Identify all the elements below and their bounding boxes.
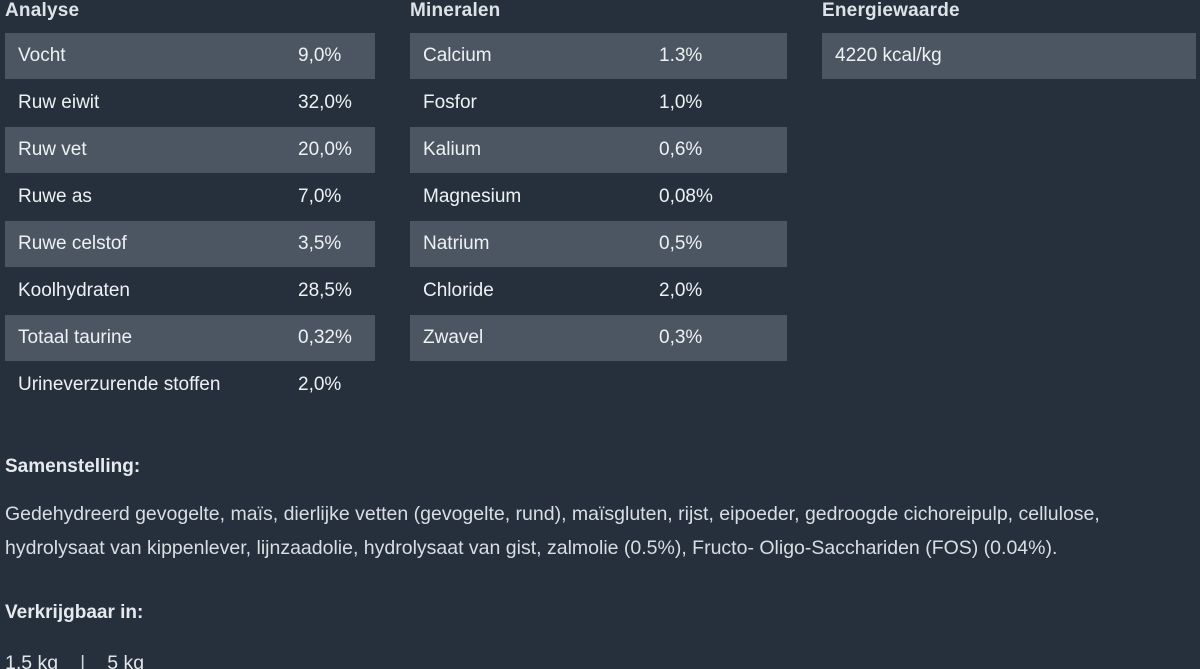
row-value-energy: 4220 kcal/kg bbox=[835, 45, 942, 66]
row-label: Ruw vet bbox=[18, 139, 87, 160]
row-value: 3,5% bbox=[298, 233, 342, 254]
mineralen-column: Mineralen Calcium 1.3% Fosfor 1,0% Kaliu… bbox=[410, 0, 787, 362]
table-row: Natrium 0,5% bbox=[410, 221, 787, 267]
table-row: 4220 kcal/kg bbox=[822, 33, 1196, 79]
row-value: 2,0% bbox=[659, 280, 703, 301]
size-option: 5 kg bbox=[107, 652, 145, 669]
row-label: Vocht bbox=[18, 45, 66, 66]
row-label: Koolhydraten bbox=[18, 280, 130, 301]
mineralen-title: Mineralen bbox=[410, 0, 501, 21]
row-label: Zwavel bbox=[423, 327, 484, 348]
size-separator: | bbox=[80, 652, 86, 669]
row-value: 28,5% bbox=[298, 280, 352, 301]
row-label: Ruw eiwit bbox=[18, 92, 100, 113]
analyse-table: Vocht 9,0% Ruw eiwit 32,0% Ruw vet 20,0%… bbox=[5, 33, 375, 408]
table-row: Chloride 2,0% bbox=[410, 268, 787, 314]
table-row: Calcium 1.3% bbox=[410, 33, 787, 79]
table-row: Urineverzurende stoffen 2,0% bbox=[5, 362, 375, 408]
row-value: 0,32% bbox=[298, 327, 352, 348]
row-label: Calcium bbox=[423, 45, 492, 66]
row-label: Fosfor bbox=[423, 92, 477, 113]
row-value: 1,0% bbox=[659, 92, 703, 113]
table-row: Vocht 9,0% bbox=[5, 33, 375, 79]
row-label: Ruwe celstof bbox=[18, 233, 127, 254]
row-label: Magnesium bbox=[423, 186, 522, 207]
analyse-title: Analyse bbox=[5, 0, 80, 21]
table-row: Fosfor 1,0% bbox=[410, 80, 787, 126]
row-value: 0,3% bbox=[659, 327, 703, 348]
row-value: 9,0% bbox=[298, 45, 342, 66]
row-value: 20,0% bbox=[298, 139, 352, 160]
composition-title: Samenstelling: bbox=[5, 456, 141, 477]
row-label: Totaal taurine bbox=[18, 327, 133, 348]
table-row: Ruw eiwit 32,0% bbox=[5, 80, 375, 126]
row-label: Urineverzurende stoffen bbox=[18, 374, 221, 395]
table-row: Magnesium 0,08% bbox=[410, 174, 787, 220]
row-value: 2,0% bbox=[298, 374, 342, 395]
size-option: 1,5 kg bbox=[5, 652, 59, 669]
row-label: Chloride bbox=[423, 280, 494, 301]
analyse-column: Analyse Vocht 9,0% Ruw eiwit 32,0% Ruw v… bbox=[5, 0, 375, 409]
table-row: Ruwe celstof 3,5% bbox=[5, 221, 375, 267]
energiewaarde-column: Energiewaarde 4220 kcal/kg bbox=[822, 0, 1196, 80]
table-row: Totaal taurine 0,32% bbox=[5, 315, 375, 361]
table-row: Ruw vet 20,0% bbox=[5, 127, 375, 173]
row-value: 0,5% bbox=[659, 233, 703, 254]
row-label: Natrium bbox=[423, 233, 490, 254]
availability-sizes: 1,5 kg | 5 kg bbox=[5, 652, 1196, 669]
table-row: Zwavel 0,3% bbox=[410, 315, 787, 361]
energiewaarde-title: Energiewaarde bbox=[822, 0, 960, 21]
row-value: 32,0% bbox=[298, 92, 352, 113]
spec-columns: Analyse Vocht 9,0% Ruw eiwit 32,0% Ruw v… bbox=[5, 0, 1196, 409]
row-value: 0,08% bbox=[659, 186, 713, 207]
row-label: Ruwe as bbox=[18, 186, 92, 207]
row-value: 7,0% bbox=[298, 186, 342, 207]
table-row: Ruwe as 7,0% bbox=[5, 174, 375, 220]
table-row: Koolhydraten 28,5% bbox=[5, 268, 375, 314]
table-row: Kalium 0,6% bbox=[410, 127, 787, 173]
mineralen-table: Calcium 1.3% Fosfor 1,0% Kalium 0,6% Mag… bbox=[410, 33, 787, 361]
composition-text: Gedehydreerd gevogelte, maïs, dierlijke … bbox=[5, 503, 1100, 559]
availability-title: Verkrijgbaar in: bbox=[5, 602, 144, 623]
row-label: Kalium bbox=[423, 139, 482, 160]
row-value: 1.3% bbox=[659, 45, 703, 66]
composition-section: Samenstelling: Gedehydreerd gevogelte, m… bbox=[5, 455, 1196, 565]
availability-section: Verkrijgbaar in: 1,5 kg | 5 kg bbox=[5, 601, 1196, 669]
energiewaarde-table: 4220 kcal/kg bbox=[822, 33, 1196, 79]
row-value: 0,6% bbox=[659, 139, 703, 160]
